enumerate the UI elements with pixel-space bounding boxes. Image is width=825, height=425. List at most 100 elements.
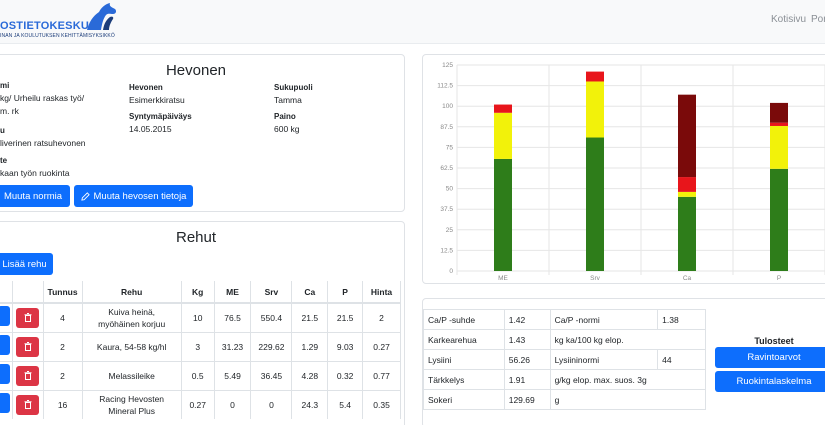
trash-icon xyxy=(24,342,32,351)
col-delete xyxy=(12,281,44,304)
value-number: 56.26 xyxy=(503,349,551,370)
cell-hinta: 2 xyxy=(362,302,401,332)
weight-value: 600 kg xyxy=(274,124,300,134)
edit-feed-button[interactable] xyxy=(0,306,10,327)
value-number: 1.91 xyxy=(503,369,551,390)
change-norm-button-label: Muuta normia xyxy=(3,190,63,202)
table-row: Tärkkelys 1.91 g/kg elop. max. suos. 3g xyxy=(423,369,707,390)
col-hinta: Hinta xyxy=(362,281,401,304)
delete-feed-button[interactable] xyxy=(16,336,40,357)
cell-srv: 229.62 xyxy=(250,331,293,361)
edit-cell xyxy=(0,331,13,361)
logo-subtitle: INAN JA KOULUTUKSEN KEHITTÄMISYKSIKKÖ xyxy=(0,33,115,39)
x-tick-label: Ca xyxy=(683,275,692,282)
table-row: 2 Melassileike 0.5 5.49 36.45 4.28 0.32 … xyxy=(0,360,401,390)
value-unit: kg ka/100 kg elop. xyxy=(549,329,707,350)
add-feed-button[interactable]: Lisää rehu xyxy=(0,253,53,275)
table-row: Karkearehua 1.43 kg ka/100 kg elop. xyxy=(423,329,707,350)
value-norm-label: Ca/P -normi xyxy=(549,309,659,330)
nutrient-bar-chart: 0 12.5 25 37.5 50 62.5 75 87.5 100 112.5 125 ME Srv C… xyxy=(437,62,825,282)
value-label: Sokeri xyxy=(423,389,505,410)
cell-rehu-line1: Melassileike xyxy=(108,370,155,381)
cell-rehu-line2: Mineral Plus xyxy=(108,405,156,416)
logo-text[interactable]: OSTIETOKESKUS xyxy=(0,20,97,32)
cell-srv: 0 xyxy=(250,389,293,419)
edit-horse-button-label: Muuta hevosen tietoja xyxy=(93,190,187,202)
cell-srv: 550.4 xyxy=(250,302,293,332)
bar-segment xyxy=(678,177,696,192)
edit-horse-button[interactable]: Muuta hevosen tietoja xyxy=(74,185,193,207)
cell-hinta: 0.27 xyxy=(362,331,401,361)
edit-feed-button[interactable] xyxy=(0,364,10,384)
nav-link-por[interactable]: Por xyxy=(811,14,825,25)
pencil-icon xyxy=(80,191,90,201)
feeding-calculation-button-label: Ruokintalaskelma xyxy=(736,376,812,387)
cell-ca: 21.5 xyxy=(291,302,329,332)
feeds-table-header: Tunnus Rehu Kg ME Srv Ca P Hinta xyxy=(0,281,401,304)
bar-segment xyxy=(494,158,512,271)
col-srv: Srv xyxy=(250,281,293,304)
delete-feed-button[interactable] xyxy=(16,365,40,386)
value-label: Ca/P -suhde xyxy=(423,309,505,330)
cell-ca: 1.29 xyxy=(291,331,329,361)
bar-segment xyxy=(586,81,604,138)
norm-value-line1: kg/ Urheilu raskas työ/ xyxy=(0,93,85,103)
horse-name-label: Hevonen xyxy=(129,83,163,92)
value-label: Tärkkelys xyxy=(423,369,505,390)
cell-p: 9.03 xyxy=(327,331,364,361)
cell-rehu-line2: myöhäinen korjuu xyxy=(98,318,166,329)
cell-rehu: Melassileike xyxy=(82,360,182,390)
trash-icon xyxy=(24,400,32,410)
breed-label: u xyxy=(0,126,5,135)
edit-cell xyxy=(0,389,13,419)
edit-feed-button[interactable] xyxy=(0,393,10,414)
value-norm-label: Lysiininormi xyxy=(549,349,659,370)
bar-segment xyxy=(494,104,512,113)
bar-segment xyxy=(770,102,788,123)
norm-label: mi xyxy=(0,81,10,90)
feeds-panel: Rehut Lisää rehu Tunnus Rehu Kg ME Srv C… xyxy=(0,221,405,425)
feeding-calculation-button[interactable]: Ruokintalaskelma xyxy=(715,371,825,392)
table-row: Lysiini 56.26 Lysiininormi 44 xyxy=(423,349,706,370)
y-tick-label: 100 xyxy=(442,103,453,110)
cell-me: 0 xyxy=(214,389,252,419)
y-tick-label: 112.5 xyxy=(437,83,453,90)
bar-segment xyxy=(678,196,696,271)
birth-date-label: Syntymäpäiväys xyxy=(129,112,192,121)
delete-cell xyxy=(12,331,44,361)
cell-tunnus: 4 xyxy=(43,302,83,332)
edit-cell xyxy=(0,302,13,332)
value-number: 129.69 xyxy=(503,389,551,410)
weight-label: Paino xyxy=(274,112,296,121)
delete-feed-button[interactable] xyxy=(16,394,40,415)
cell-me: 31.23 xyxy=(214,331,252,361)
bar-segment xyxy=(770,125,788,169)
x-tick-label: ME xyxy=(498,275,508,282)
bar-segment xyxy=(770,168,788,271)
cell-ca: 4.28 xyxy=(291,360,329,390)
feeds-panel-title: Rehut xyxy=(175,229,217,246)
y-tick-label: 75 xyxy=(446,144,454,151)
y-tick-label: 125 xyxy=(442,62,453,69)
y-tick-label: 62.5 xyxy=(440,165,453,172)
trash-icon xyxy=(24,313,32,323)
nav-link-kotisivu[interactable]: Kotisivu xyxy=(771,14,807,25)
nutrition-values-button-label: Ravintoarvot xyxy=(747,352,801,363)
edit-feed-button[interactable] xyxy=(0,335,10,355)
bar-segment xyxy=(586,137,604,271)
cell-kg: 3 xyxy=(181,331,215,361)
y-tick-label: 0 xyxy=(449,268,453,275)
cell-p: 0.32 xyxy=(327,360,364,390)
bar-segment xyxy=(770,122,788,126)
cell-kg: 10 xyxy=(181,302,215,332)
value-number: 1.43 xyxy=(503,329,551,350)
top-navbar: OSTIETOKESKUS INAN JA KOULUTUKSEN KEHITT… xyxy=(0,0,825,44)
change-norm-button[interactable]: Muuta normia xyxy=(0,185,70,207)
delete-feed-button[interactable] xyxy=(16,307,40,328)
cell-tunnus: 2 xyxy=(43,360,83,390)
cell-ca: 24.3 xyxy=(291,389,329,419)
add-feed-button-label: Lisää rehu xyxy=(2,258,47,270)
horse-logo-icon xyxy=(87,3,117,30)
nutrition-values-button[interactable]: Ravintoarvot xyxy=(715,347,825,368)
delete-cell xyxy=(12,389,44,419)
